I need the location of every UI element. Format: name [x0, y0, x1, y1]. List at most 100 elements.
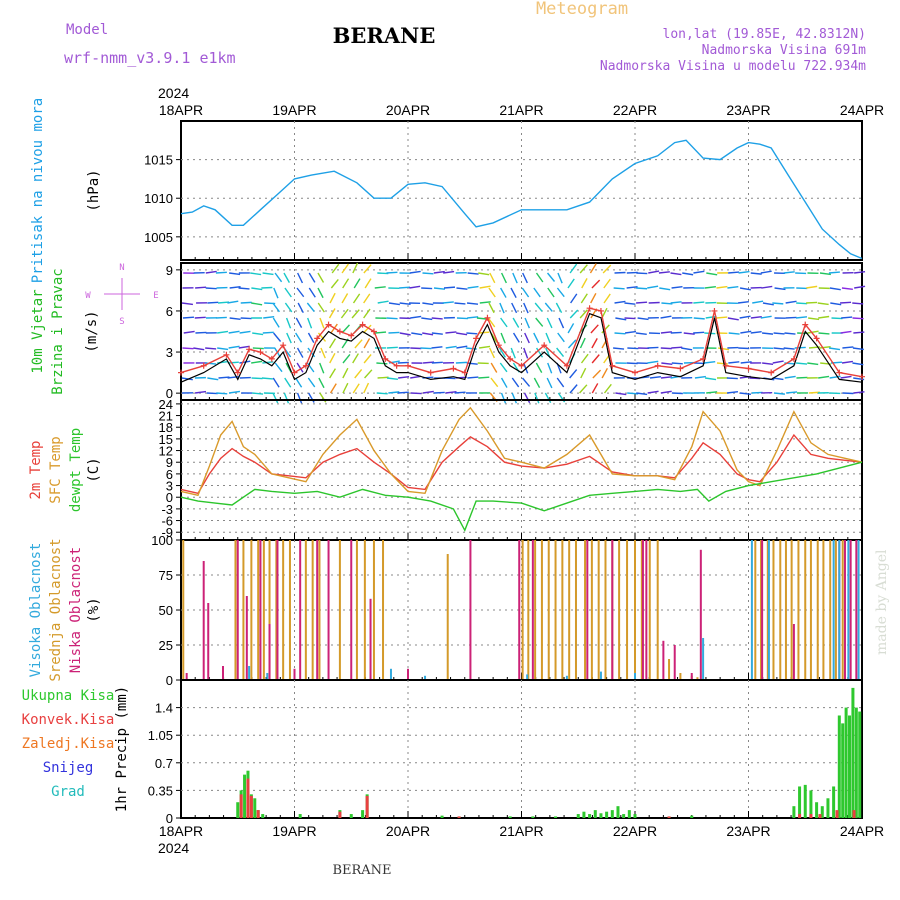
bar-cloud-mid_cloud: [648, 540, 651, 680]
wind-barb: [342, 353, 351, 364]
wind-barb: [627, 347, 639, 350]
bar-precip-precip_conv: [249, 795, 253, 818]
bar-cloud-mid_cloud: [288, 540, 291, 680]
wind-barb: [738, 347, 750, 350]
wind-barb: [840, 375, 852, 379]
wind-barb: [615, 317, 627, 321]
wind-barb: [569, 309, 579, 319]
year-top: 2024: [158, 85, 189, 101]
wind-gust-marker: [280, 342, 287, 349]
wind-barb: [229, 286, 241, 289]
wind-barb: [647, 360, 659, 364]
wind-barb: [601, 324, 610, 334]
wind-barb: [489, 347, 496, 359]
bar-cloud-high_cloud: [832, 540, 835, 680]
x-label-bottom: 22APR: [613, 823, 657, 839]
wind-barb: [659, 287, 671, 291]
wind-barb: [556, 287, 565, 298]
wind-gust-marker: [223, 351, 230, 358]
bar-cloud-low_cloud: [469, 540, 472, 680]
wind-barb: [751, 391, 763, 394]
wind-barb: [296, 362, 304, 373]
wind-barb: [238, 287, 250, 290]
wind-barb: [284, 302, 293, 313]
wind-barb: [785, 300, 797, 304]
wind-barb: [512, 317, 520, 328]
bar-precip-precip_total: [298, 814, 302, 818]
wind-barb: [228, 330, 240, 334]
wind-barb: [433, 287, 446, 290]
bar-precip-precip_total: [690, 815, 694, 818]
wind-barb: [431, 317, 443, 320]
wind-gust-marker: [802, 321, 809, 328]
bar-precip-precip_total: [361, 810, 365, 818]
wind-barb: [535, 362, 543, 373]
wind-barb: [840, 330, 852, 334]
y-tick-label: -9: [161, 525, 173, 540]
y-tick-label: 12: [159, 444, 173, 459]
y-tick-label: 75: [159, 568, 173, 583]
wind-barb: [352, 383, 360, 394]
wind-barb: [499, 302, 505, 314]
wind-barb: [807, 362, 819, 366]
wind-barb: [251, 302, 263, 306]
wind-barb: [456, 345, 468, 349]
x-label-bottom: 19APR: [272, 823, 316, 839]
y-tick-label: 18: [159, 420, 173, 435]
wind-barb: [363, 293, 371, 304]
wind-barb: [308, 287, 316, 298]
wind-barb: [354, 368, 363, 379]
wind-gust-marker: [722, 362, 729, 369]
bar-cloud-mid_cloud: [634, 540, 636, 680]
y-tick-label: 50: [159, 603, 173, 618]
wind-barb: [182, 316, 195, 319]
wind-barb: [840, 301, 852, 304]
panel-wind: 0 3 6 9 10m Vjetar Brzina i Pravac (m/s) N W E S: [30, 262, 866, 404]
bar-cloud-mid_cloud: [766, 540, 769, 680]
bar-precip-precip_conv: [852, 810, 856, 818]
series-temperature-temp2m: [180, 433, 863, 495]
wind-barb: [229, 317, 241, 321]
wind-barb: [796, 302, 808, 305]
ylabel-line: Brzina i Pravac: [50, 268, 66, 394]
wind-barb: [852, 302, 864, 305]
wind-barb: [624, 330, 637, 334]
wind-gust-marker: [836, 369, 843, 376]
bar-precip-precip_total: [841, 723, 845, 818]
wind-barb: [409, 270, 421, 274]
bar-precip-precip_total: [349, 814, 353, 818]
wind-barb: [694, 375, 706, 379]
wind-barb: [533, 332, 540, 344]
bar-cloud-high_cloud: [767, 540, 770, 680]
wind-barb: [421, 287, 433, 290]
y-tick-label: 1.05: [148, 728, 173, 743]
bar-cloud-mid_cloud: [754, 540, 757, 680]
wind-barb: [819, 346, 831, 349]
wind-barb: [591, 279, 601, 289]
bar-cloud-low_cloud: [407, 668, 409, 680]
wind-barb: [205, 347, 217, 350]
bar-cloud-mid_cloud: [338, 540, 341, 680]
wind-barb: [603, 278, 611, 289]
wind-barb: [567, 323, 575, 334]
wind-barbs: [181, 262, 866, 404]
bar-cloud-high_cloud: [424, 675, 427, 680]
wind-barb: [614, 332, 626, 335]
wind-barb: [272, 317, 280, 328]
wind-barb: [377, 376, 389, 379]
wind-barb: [261, 286, 273, 289]
bar-cloud-mid_cloud: [262, 540, 265, 680]
wind-barb: [386, 346, 398, 349]
wind-barb: [841, 287, 853, 290]
wind-barb: [533, 287, 541, 298]
bar-cloud-low_cloud: [690, 673, 693, 680]
bar-cloud-low_cloud: [327, 540, 330, 680]
wind-barb: [410, 375, 422, 379]
wind-barb: [433, 270, 445, 274]
wind-barb: [410, 347, 422, 350]
wind-barb: [490, 362, 498, 373]
bar-precip-precip_total: [610, 810, 614, 818]
wind-barb: [239, 360, 251, 364]
wind-barb: [706, 391, 718, 394]
wind-gust-marker: [677, 365, 684, 372]
